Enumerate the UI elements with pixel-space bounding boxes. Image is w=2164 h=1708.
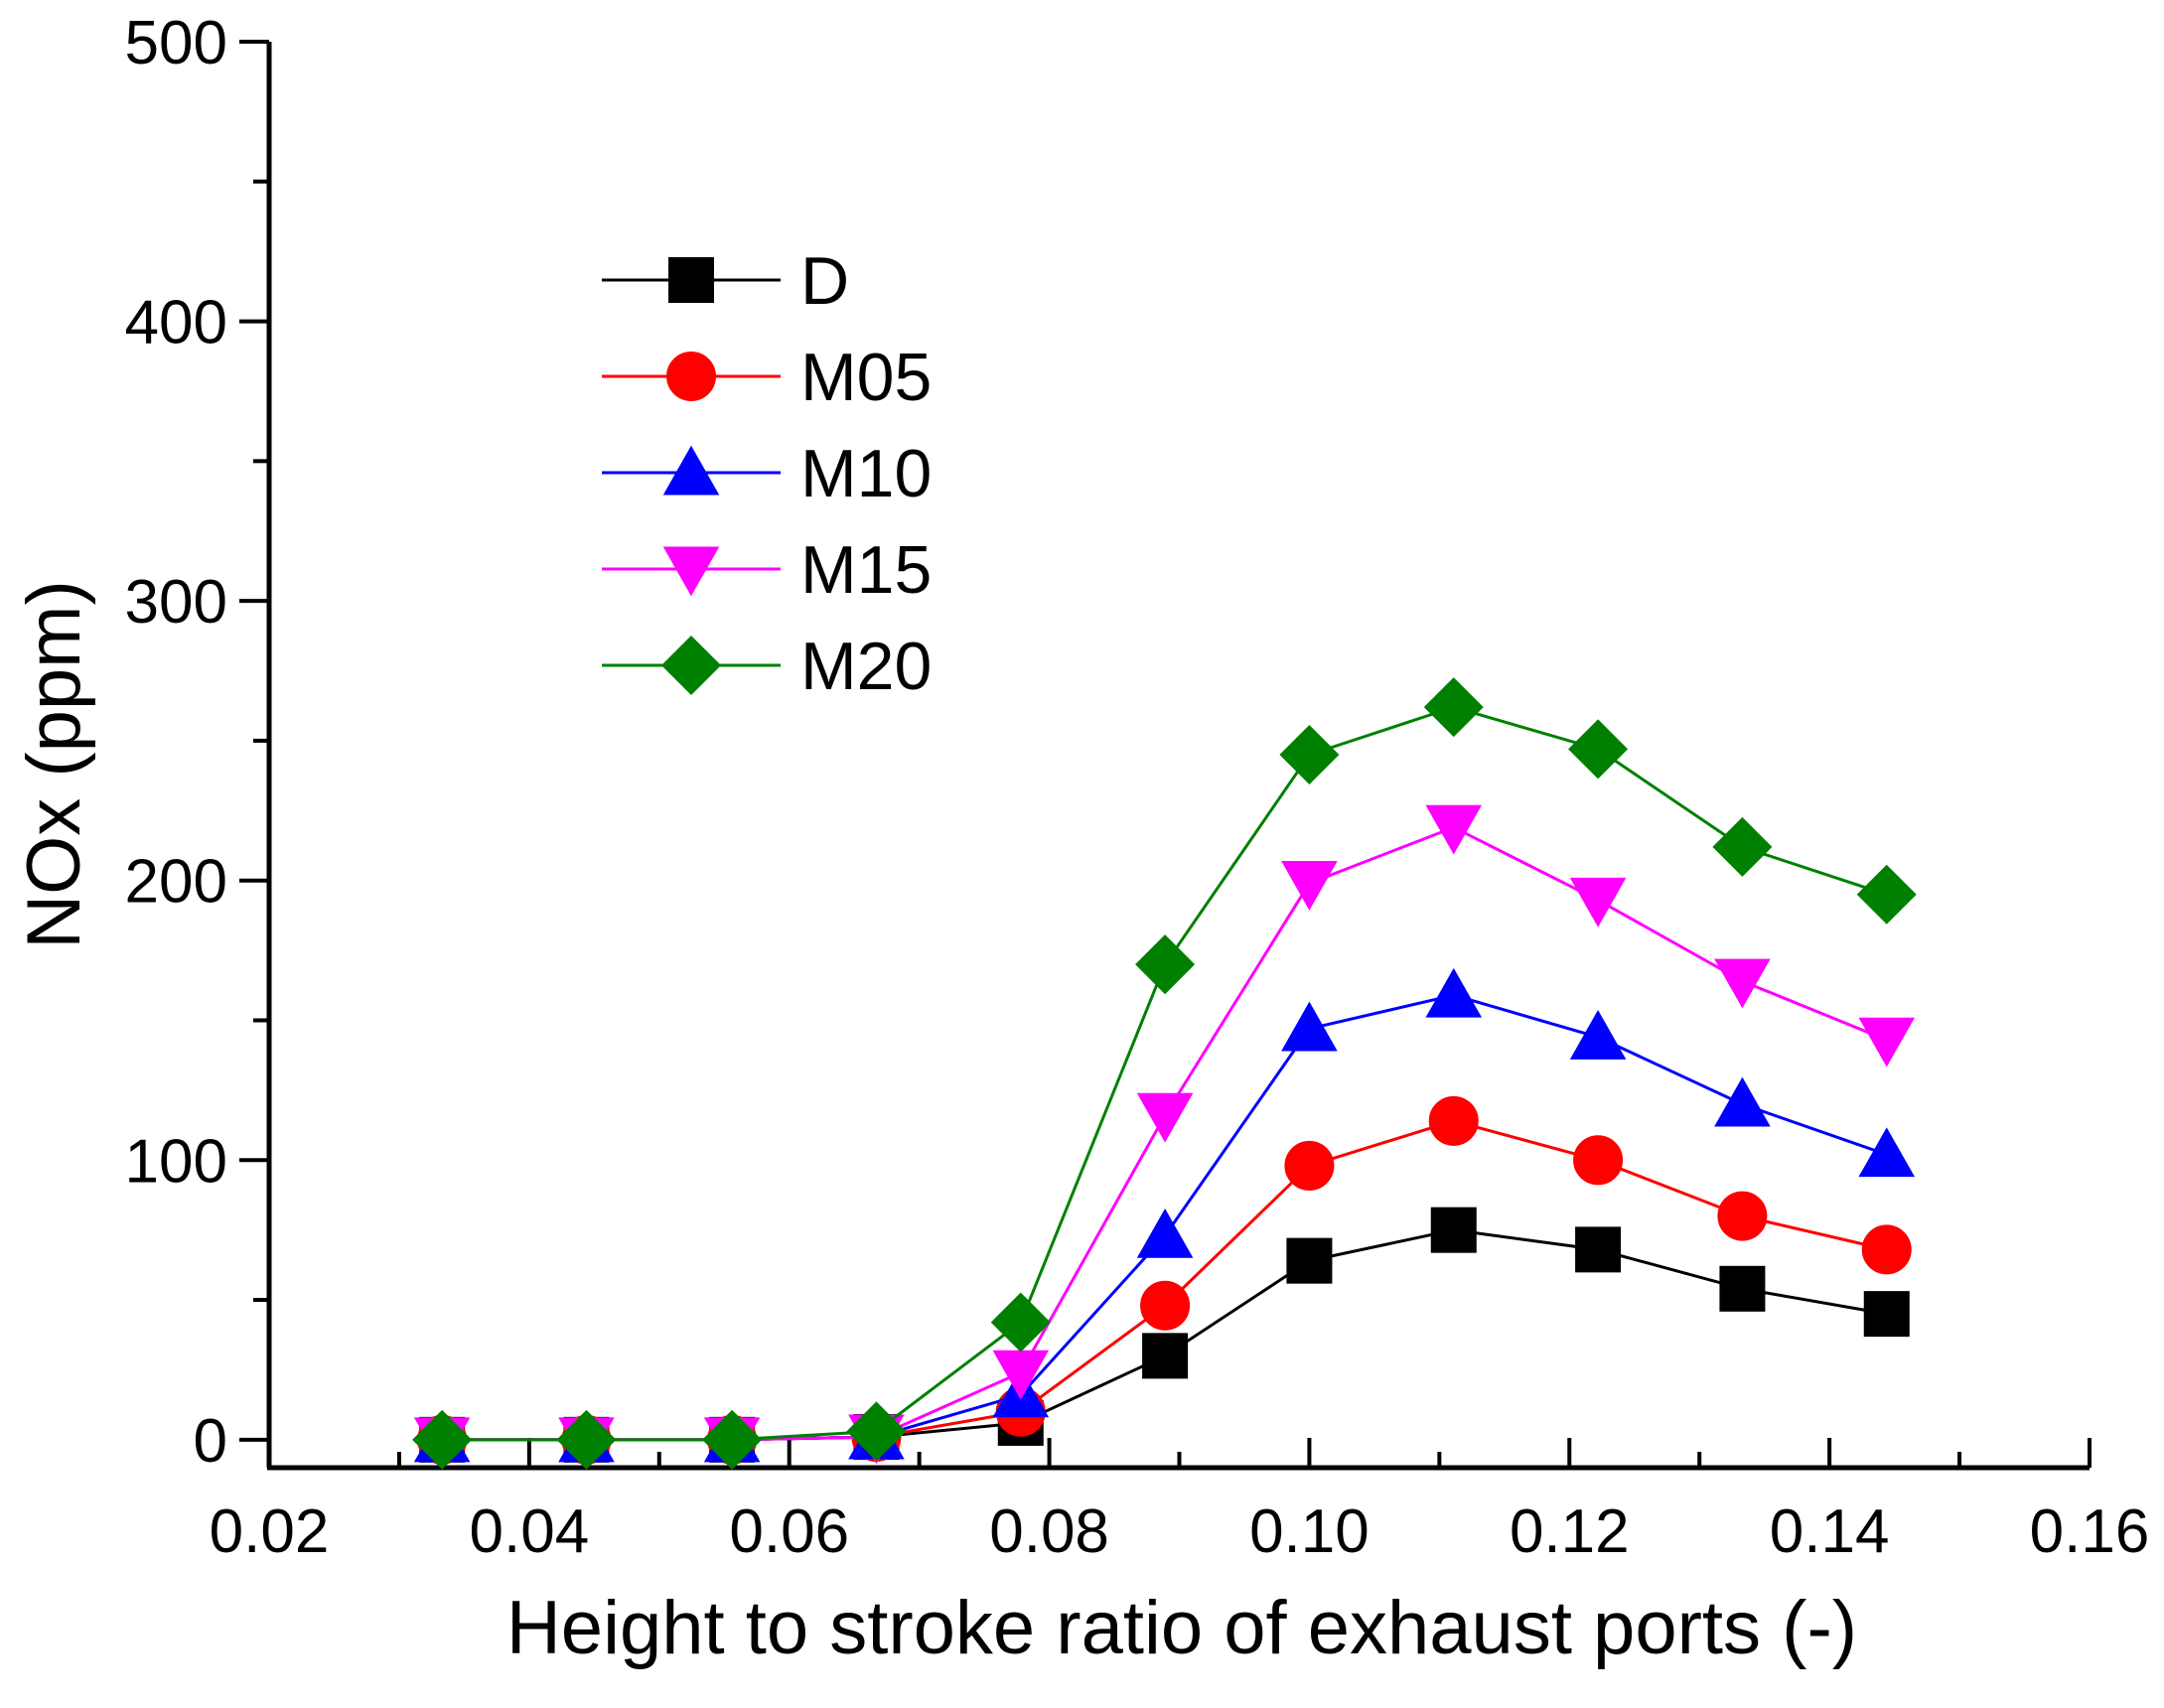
data-point-M20: [990, 1292, 1051, 1352]
legend-label: M15: [800, 532, 932, 608]
data-point-M10: [1281, 1001, 1338, 1052]
data-point-D: [1430, 1207, 1477, 1253]
legend-item-M15: M15: [602, 532, 932, 608]
plot-area: [412, 677, 1917, 1470]
data-point-M20: [1712, 816, 1773, 877]
legend-item-M10: M10: [602, 436, 932, 511]
data-point-M15: [1136, 1092, 1194, 1143]
legend-marker: [662, 445, 720, 496]
data-point-M20: [846, 1401, 907, 1462]
y-tick-label: 100: [125, 1127, 227, 1196]
x-tick-label: 0.04: [470, 1497, 590, 1566]
y-tick-label: 300: [125, 568, 227, 637]
legend-item-M05: M05: [602, 340, 932, 415]
data-point-D: [1286, 1237, 1333, 1284]
data-point-M05: [1140, 1280, 1191, 1331]
legend-label: M10: [800, 436, 932, 511]
y-tick-label: 400: [125, 289, 227, 357]
axis-ticks: 0.02 0.04 0.06 0.08 0.10 0.12 0.14 0.16 0 100 200 3…: [125, 9, 2150, 1566]
data-point-M20: [412, 1409, 473, 1470]
data-point-M20: [1856, 864, 1917, 925]
data-point-M20: [1279, 724, 1340, 785]
data-point-M10: [1425, 967, 1483, 1018]
series-line-M05: [442, 1119, 1888, 1442]
legend-label: M20: [800, 629, 932, 704]
y-tick-label: 500: [125, 9, 227, 77]
data-point-D: [1142, 1333, 1189, 1379]
data-point-M15: [1425, 804, 1483, 855]
y-tick-label: 0: [194, 1407, 227, 1476]
data-point-M10: [1714, 1076, 1771, 1127]
legend-item-M20: M20: [602, 629, 932, 704]
legend-label: D: [800, 243, 849, 319]
data-point-M05: [1284, 1140, 1335, 1191]
data-point-M15: [1714, 958, 1771, 1009]
x-tick-label: 0.06: [729, 1497, 849, 1566]
x-tick-label: 0.08: [989, 1497, 1109, 1566]
data-point-M10: [1136, 1208, 1194, 1258]
series-M10: [413, 967, 1916, 1463]
x-tick-label: 0.12: [1510, 1497, 1630, 1566]
legend-marker: [668, 257, 714, 303]
x-tick-label: 0.10: [1249, 1497, 1370, 1566]
data-point-M05: [1573, 1135, 1624, 1186]
legend-marker: [660, 635, 722, 696]
data-point-M20: [1568, 719, 1629, 780]
x-tick-label: 0.14: [1770, 1497, 1890, 1566]
data-point-M10: [1569, 1010, 1627, 1060]
x-axis-title: Height to stroke ratio of exhaust ports …: [506, 1586, 1857, 1670]
data-point-M15: [1858, 1017, 1916, 1068]
data-point-M05: [1428, 1095, 1479, 1146]
data-point-M15: [1569, 877, 1627, 927]
data-point-M20: [1135, 934, 1196, 995]
data-point-M20: [556, 1409, 617, 1470]
data-point-M05: [1861, 1224, 1912, 1275]
data-point-M20: [1423, 677, 1484, 738]
legend: D M05 M10 M15 M20: [602, 243, 932, 704]
y-tick-label: 200: [125, 848, 227, 917]
data-point-M10: [1858, 1127, 1916, 1178]
data-point-D: [1719, 1265, 1766, 1312]
x-tick-label: 0.16: [2030, 1497, 2150, 1566]
legend-item-D: D: [602, 243, 849, 319]
data-point-D: [1863, 1291, 1910, 1338]
data-point-M15: [1281, 861, 1338, 911]
x-tick-label: 0.02: [210, 1497, 330, 1566]
series-M20: [412, 677, 1917, 1470]
data-point-M20: [702, 1409, 763, 1470]
data-point-M05: [1717, 1191, 1768, 1241]
legend-label: M05: [800, 340, 932, 415]
y-axis-title: NOx (ppm): [12, 580, 96, 949]
legend-marker: [662, 546, 720, 597]
data-point-D: [1575, 1226, 1622, 1273]
series-M05: [417, 1095, 1912, 1465]
legend-marker: [666, 352, 716, 401]
